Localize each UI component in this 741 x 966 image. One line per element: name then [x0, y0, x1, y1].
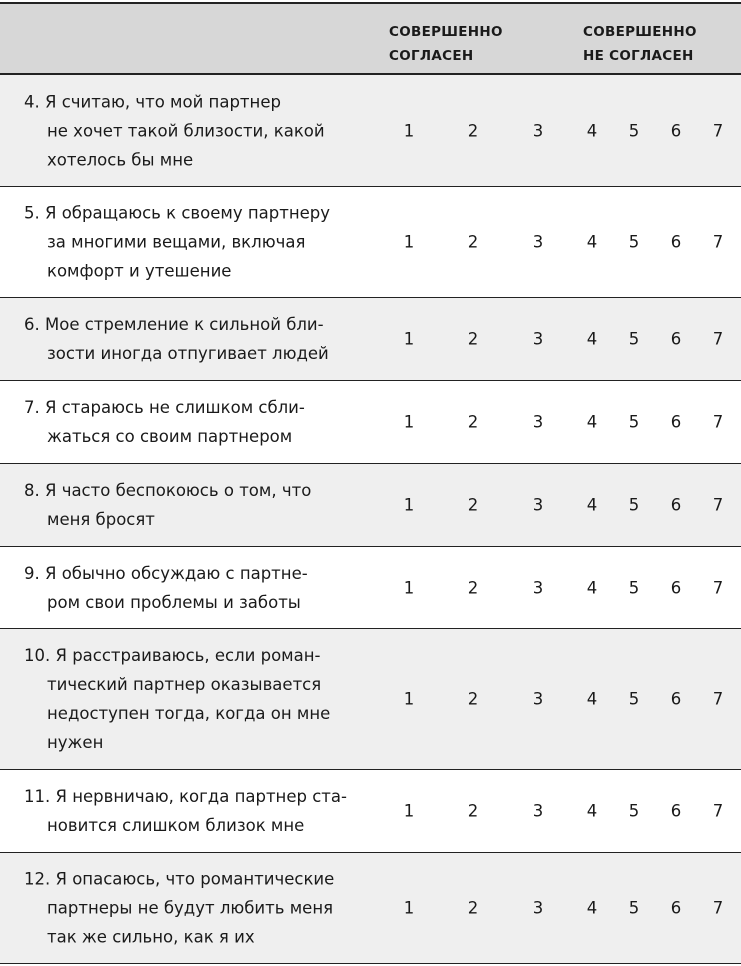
scale-option-4[interactable]: 4 [586, 412, 598, 432]
scale-option-2[interactable]: 2 [467, 898, 479, 918]
scale-option-7[interactable]: 7 [712, 495, 724, 515]
scale-option-5[interactable]: 5 [628, 232, 640, 252]
scale-option-3[interactable]: 3 [532, 121, 544, 140]
scale-option-5[interactable]: 5 [628, 121, 640, 140]
scale-option-2[interactable]: 2 [467, 578, 479, 597]
table-row: 11. Я нервничаю, когда партнер ста-новит… [0, 770, 741, 853]
scale-option-5[interactable]: 5 [628, 495, 640, 515]
scale-option-3[interactable]: 3 [532, 495, 544, 515]
scale-option-1[interactable]: 1 [403, 329, 415, 349]
scale-option-6[interactable]: 6 [670, 232, 682, 252]
scale-option-1[interactable]: 1 [403, 232, 415, 252]
scale-option-7[interactable]: 7 [712, 412, 724, 432]
header-strongly-disagree: СОВЕРШЕННО НЕ СОГЛАСЕН [583, 24, 697, 64]
scale-option-1[interactable]: 1 [403, 689, 415, 709]
scale-option-6[interactable]: 6 [670, 898, 682, 918]
scale-option-3[interactable]: 3 [532, 898, 544, 918]
scale-option-1[interactable]: 1 [403, 495, 415, 515]
question-text: 6. Мое стремление к сильной бли-зости ин… [24, 315, 329, 363]
scale-option-7[interactable]: 7 [712, 898, 724, 918]
scale-option-4[interactable]: 4 [586, 121, 598, 140]
table-row: 8. Я часто беспокоюсь о том, что меня бро… [0, 464, 741, 547]
scale-option-2[interactable]: 2 [467, 232, 479, 252]
question-text: 9. Я обычно обсуждаю с партне-ром свои п… [24, 563, 308, 612]
scale-option-2[interactable]: 2 [467, 329, 479, 349]
table-row: 7. Я стараюсь не слишком сбли-жаться со … [0, 381, 741, 464]
table-row: 10. Я расстраиваюсь, если роман-тический… [0, 629, 741, 770]
scale-option-6[interactable]: 6 [670, 689, 682, 709]
scale-option-3[interactable]: 3 [532, 412, 544, 432]
scale-option-5[interactable]: 5 [628, 578, 640, 597]
scale-option-3[interactable]: 3 [532, 801, 544, 821]
scale-option-3[interactable]: 3 [532, 578, 544, 597]
table-row: 9. Я обычно обсуждаю с партне-ром свои п… [0, 547, 741, 629]
scale-option-2[interactable]: 2 [467, 689, 479, 709]
scale-option-1[interactable]: 1 [403, 412, 415, 432]
scale-option-7[interactable]: 7 [712, 689, 724, 709]
scale-option-6[interactable]: 6 [670, 329, 682, 349]
table-row: 5. Я обращаюсь к своему партнеру за многи… [0, 187, 741, 298]
scale-option-7[interactable]: 7 [712, 578, 724, 597]
scale-option-1[interactable]: 1 [403, 578, 415, 597]
scale-option-4[interactable]: 4 [586, 232, 598, 252]
scale-option-5[interactable]: 5 [628, 329, 640, 349]
scale-option-6[interactable]: 6 [670, 801, 682, 821]
question-text: 12. Я опасаюсь, что романтические партнер… [24, 869, 335, 947]
scale-option-3[interactable]: 3 [532, 232, 544, 252]
question-text: 10. Я расстраиваюсь, если роман-тический… [24, 646, 331, 752]
scale-option-1[interactable]: 1 [403, 121, 415, 140]
scale-option-4[interactable]: 4 [586, 578, 598, 597]
scale-option-6[interactable]: 6 [670, 578, 682, 597]
question-text: 4. Я считаю, что мой партнер не хочет так… [24, 92, 325, 169]
scale-option-6[interactable]: 6 [670, 412, 682, 432]
question-text: 7. Я стараюсь не слишком сбли-жаться со … [24, 398, 305, 446]
scale-option-3[interactable]: 3 [532, 329, 544, 349]
scale-option-3[interactable]: 3 [532, 689, 544, 709]
table-row: 6. Мое стремление к сильной бли-зости ин… [0, 298, 741, 381]
scale-option-7[interactable]: 7 [712, 232, 724, 252]
scale-option-2[interactable]: 2 [467, 121, 479, 140]
scale-option-1[interactable]: 1 [403, 801, 415, 821]
scale-option-5[interactable]: 5 [628, 689, 640, 709]
scale-option-2[interactable]: 2 [467, 495, 479, 515]
scale-option-1[interactable]: 1 [403, 898, 415, 918]
scale-option-4[interactable]: 4 [586, 801, 598, 821]
question-text: 5. Я обращаюсь к своему партнеру за многи… [24, 203, 331, 281]
scale-option-2[interactable]: 2 [467, 412, 479, 432]
scale-option-4[interactable]: 4 [586, 495, 598, 515]
table-row: 4. Я считаю, что мой партнер не хочет так… [0, 75, 741, 187]
scale-option-5[interactable]: 5 [628, 898, 640, 918]
header-strongly-agree: СОВЕРШЕННО СОГЛАСЕН [389, 24, 503, 64]
scale-option-6[interactable]: 6 [670, 495, 682, 515]
question-text: 11. Я нервничаю, когда партнер ста-новит… [24, 787, 347, 835]
scale-option-4[interactable]: 4 [586, 329, 598, 349]
scale-option-7[interactable]: 7 [712, 121, 724, 140]
scale-option-5[interactable]: 5 [628, 801, 640, 821]
scale-option-4[interactable]: 4 [586, 898, 598, 918]
scale-option-7[interactable]: 7 [712, 329, 724, 349]
scale-option-2[interactable]: 2 [467, 801, 479, 821]
scale-option-7[interactable]: 7 [712, 801, 724, 821]
table-header: СОВЕРШЕННО СОГЛАСЕН СОВЕРШЕННО НЕ СОГЛАС… [0, 2, 741, 75]
scale-option-4[interactable]: 4 [586, 689, 598, 709]
scale-option-6[interactable]: 6 [670, 121, 682, 140]
question-text: 8. Я часто беспокоюсь о том, что меня бро… [24, 481, 312, 529]
table-row: 12. Я опасаюсь, что романтические партнер… [0, 853, 741, 964]
scale-option-5[interactable]: 5 [628, 412, 640, 432]
